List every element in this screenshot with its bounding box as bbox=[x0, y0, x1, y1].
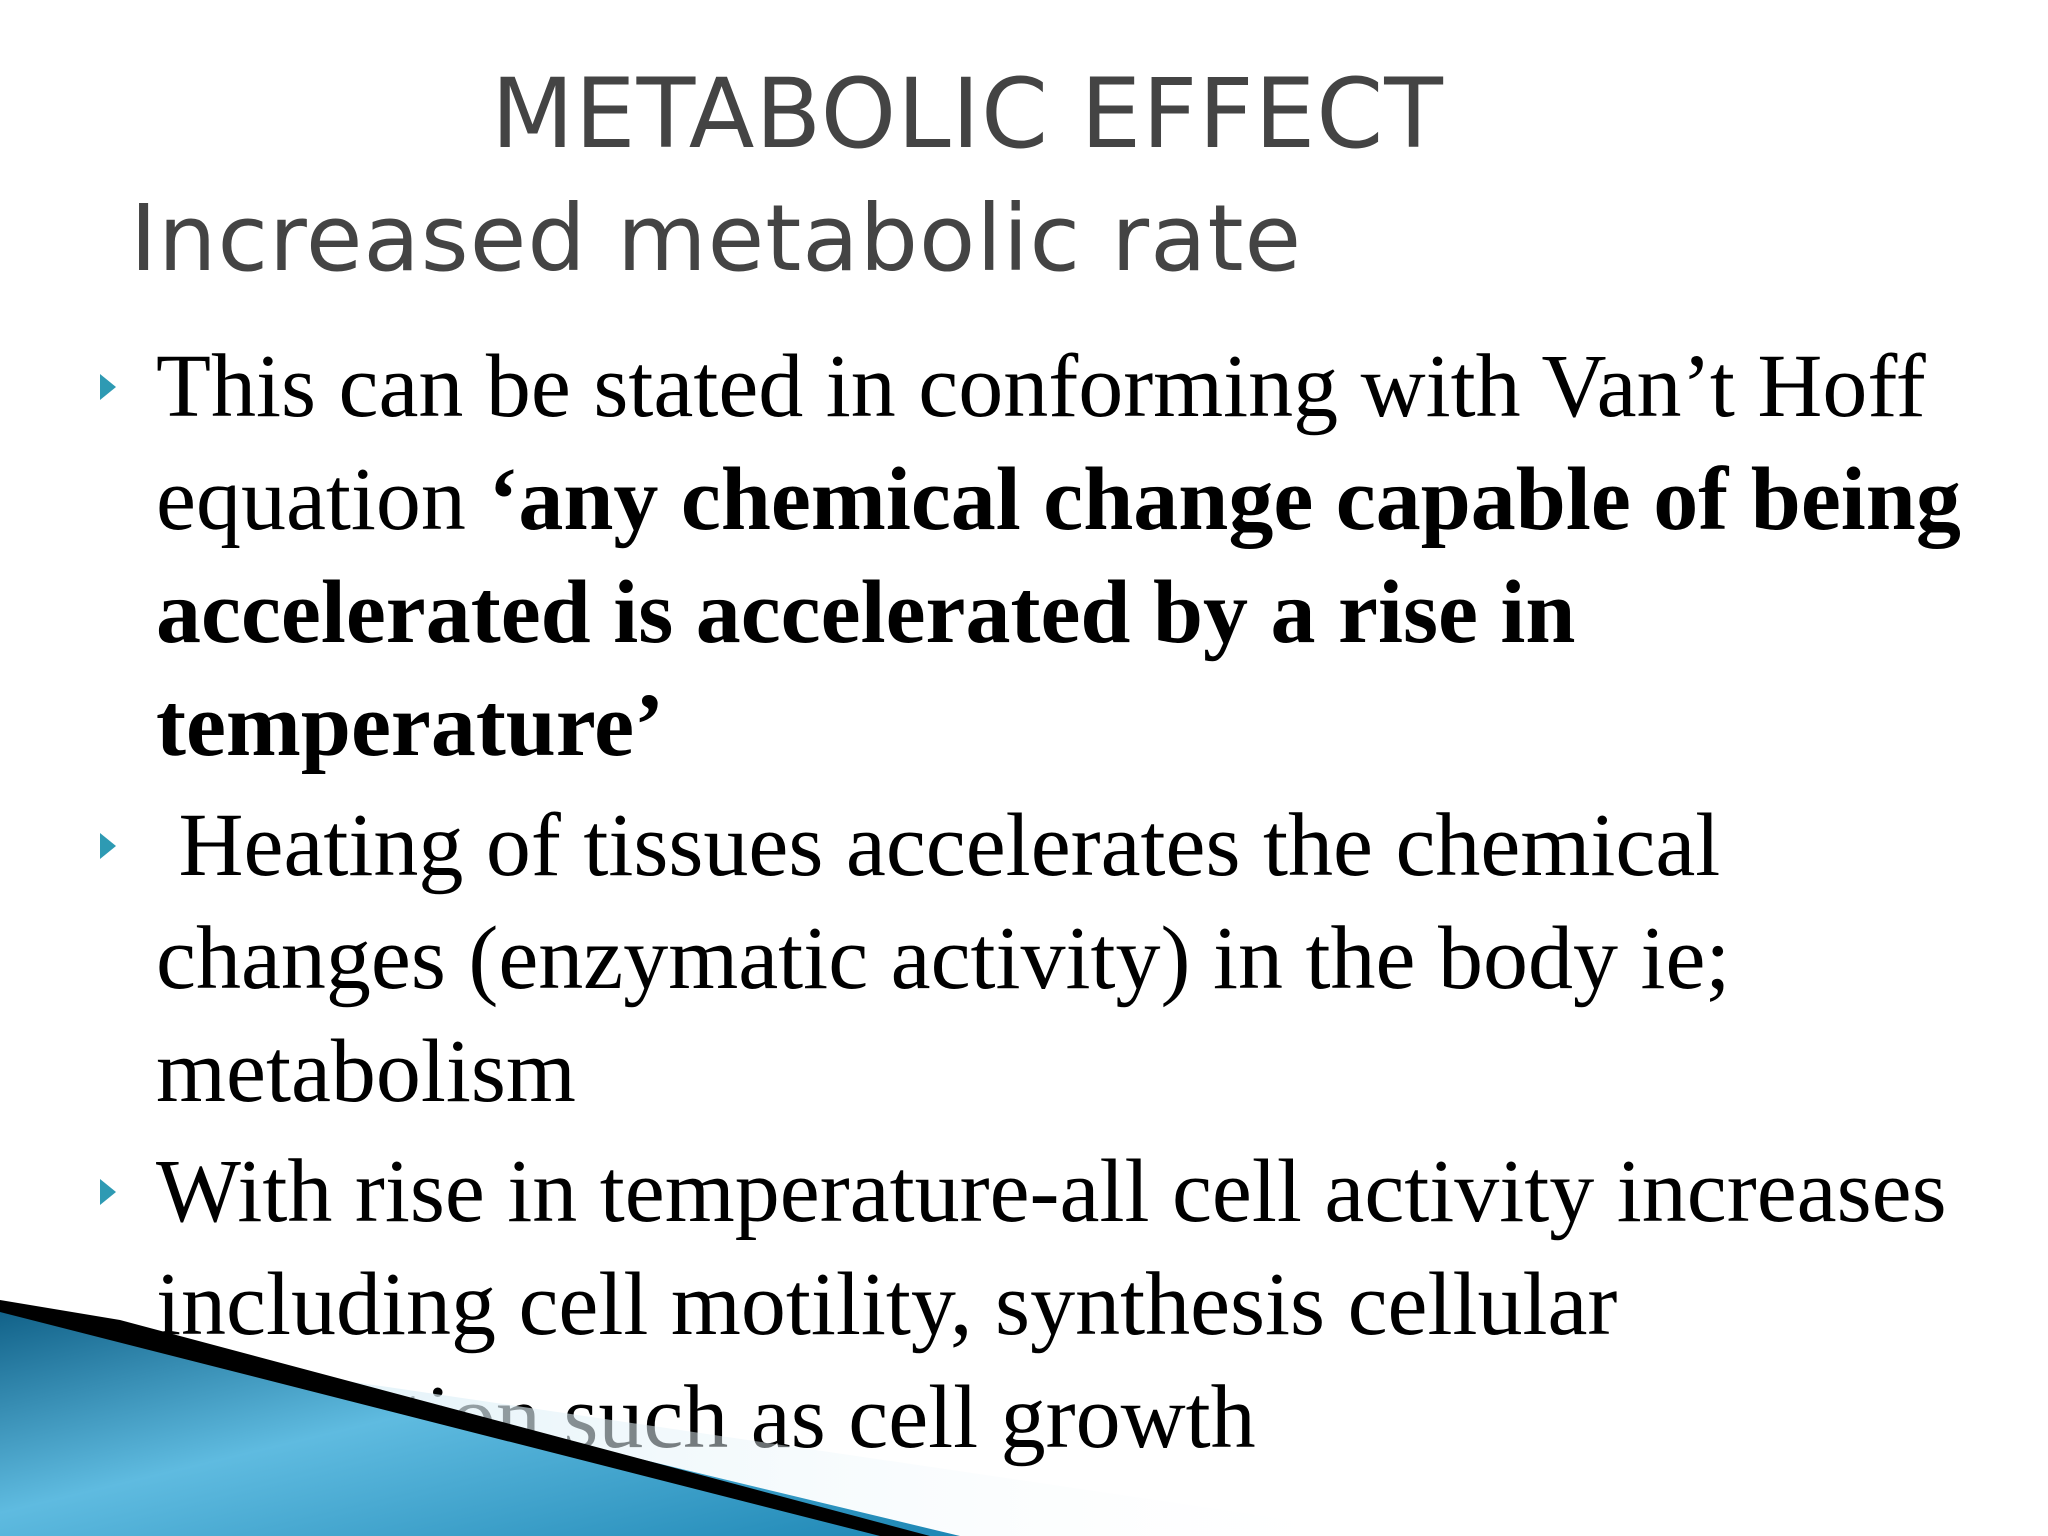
bullet-bold-text: ‘any chemical change capable of being ac… bbox=[156, 450, 1961, 775]
bullet-text: Heating of tissues accelerates the chemi… bbox=[156, 796, 1753, 1121]
bullet-marker bbox=[100, 1179, 116, 1205]
bullet: This can be stated in conforming with Va… bbox=[100, 330, 1966, 782]
bullet-marker bbox=[100, 374, 116, 400]
bullet-marker bbox=[100, 833, 116, 859]
bullet: With rise in temperature-all cell activi… bbox=[100, 1135, 1966, 1474]
bullet-list: This can be stated in conforming with Va… bbox=[100, 330, 1966, 1481]
slide-subtitle: Increased metabolic rate bbox=[130, 185, 1303, 292]
slide-title: METABOLIC EFFECT bbox=[491, 58, 1444, 170]
bullet-text: This can be stated in conforming with Va… bbox=[156, 337, 1926, 549]
bullet: Heating of tissues accelerates the chemi… bbox=[100, 789, 1966, 1128]
bullet-text: With rise in temperature-all cell activi… bbox=[156, 1142, 1947, 1467]
